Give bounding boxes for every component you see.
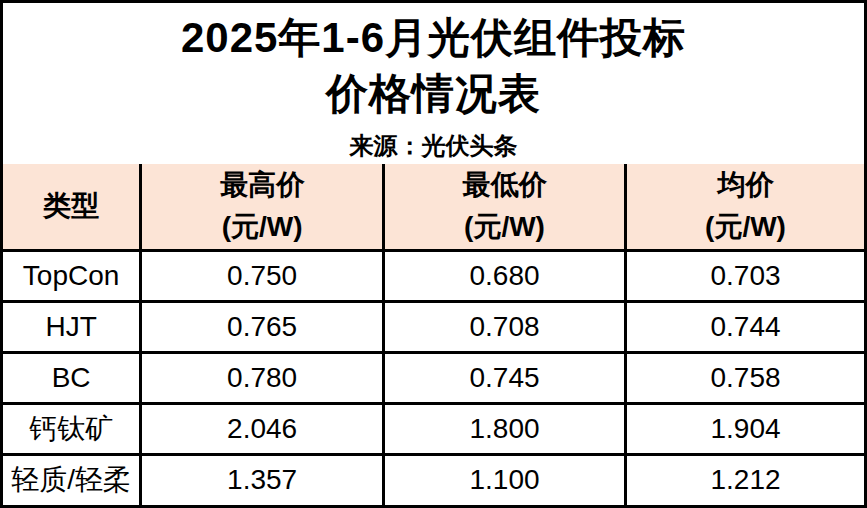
header-min-price: 最低价 (元/W) <box>384 164 626 250</box>
header-max-unit: (元/W) <box>142 206 382 248</box>
cell-type: 钙钛矿 <box>3 403 141 454</box>
header-max-price: 最高价 (元/W) <box>141 164 384 250</box>
table-row-bc: BC 0.780 0.745 0.758 <box>3 352 864 403</box>
cell-max-price: 0.765 <box>141 301 384 352</box>
cell-avg-price: 0.703 <box>625 250 864 301</box>
header-type: 类型 <box>3 164 141 250</box>
price-table: 类型 最高价 (元/W) 最低价 (元/W) 均价 (元/W) TopCon <box>3 164 864 505</box>
cell-min-price: 1.800 <box>384 403 626 454</box>
header-max-label: 最高价 <box>142 164 382 206</box>
header-type-label: 类型 <box>3 185 139 227</box>
table-row-perovskite: 钙钛矿 2.046 1.800 1.904 <box>3 403 864 454</box>
page-title: 2025年1-6月光伏组件投标 价格情况表 <box>181 10 686 122</box>
cell-min-price: 1.100 <box>384 454 626 505</box>
title-line-2: 价格情况表 <box>181 66 686 122</box>
cell-avg-price: 0.744 <box>625 301 864 352</box>
cell-avg-price: 1.904 <box>625 403 864 454</box>
header-min-label: 最低价 <box>385 164 624 206</box>
cell-min-price: 0.745 <box>384 352 626 403</box>
table-row-topcon: TopCon 0.750 0.680 0.703 <box>3 250 864 301</box>
cell-min-price: 0.708 <box>384 301 626 352</box>
cell-type: 轻质/轻柔 <box>3 454 141 505</box>
header-row: 类型 最高价 (元/W) 最低价 (元/W) 均价 (元/W) <box>3 164 864 250</box>
cell-avg-price: 0.758 <box>625 352 864 403</box>
cell-max-price: 2.046 <box>141 403 384 454</box>
header-avg-unit: (元/W) <box>627 206 864 248</box>
cell-type: HJT <box>3 301 141 352</box>
table-row-hjt: HJT 0.765 0.708 0.744 <box>3 301 864 352</box>
header-avg-price: 均价 (元/W) <box>625 164 864 250</box>
cell-max-price: 0.780 <box>141 352 384 403</box>
table-body: TopCon 0.750 0.680 0.703 HJT 0.765 0.708… <box>3 250 864 505</box>
cell-avg-price: 1.212 <box>625 454 864 505</box>
price-infographic: 2025年1-6月光伏组件投标 价格情况表 来源：光伏头条 类型 最高价 (元/… <box>0 0 867 508</box>
cell-min-price: 0.680 <box>384 250 626 301</box>
table-row-lightweight-flexible: 轻质/轻柔 1.357 1.100 1.212 <box>3 454 864 505</box>
cell-type: BC <box>3 352 141 403</box>
title-line-1: 2025年1-6月光伏组件投标 <box>181 10 686 66</box>
source-label: 来源：光伏头条 <box>350 130 518 162</box>
header-avg-label: 均价 <box>627 164 864 206</box>
cell-type: TopCon <box>3 250 141 301</box>
title-block: 2025年1-6月光伏组件投标 价格情况表 来源：光伏头条 <box>3 3 864 164</box>
cell-max-price: 1.357 <box>141 454 384 505</box>
table-header: 类型 最高价 (元/W) 最低价 (元/W) 均价 (元/W) <box>3 164 864 250</box>
cell-max-price: 0.750 <box>141 250 384 301</box>
header-min-unit: (元/W) <box>385 206 624 248</box>
